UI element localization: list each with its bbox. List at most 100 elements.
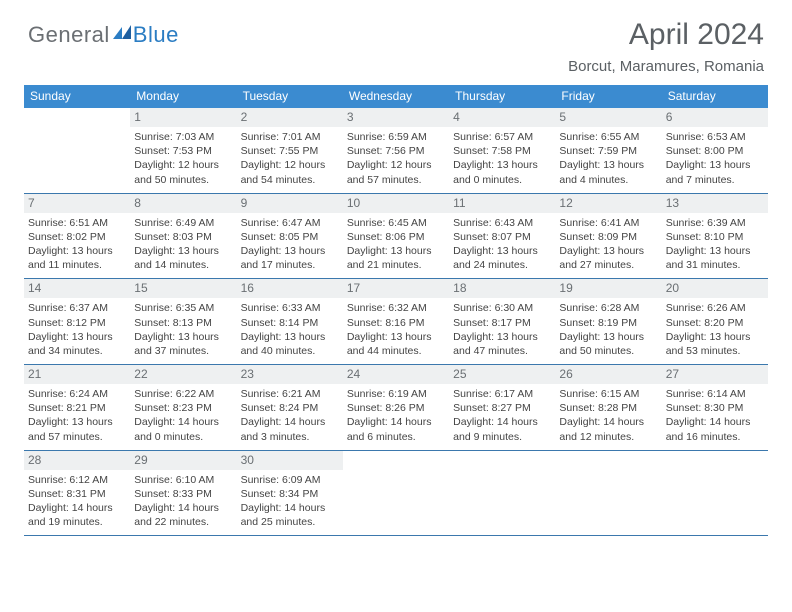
day-cell: 26Sunrise: 6:15 AMSunset: 8:28 PMDayligh… [555, 365, 661, 450]
sunrise-line: Sunrise: 6:47 AM [241, 216, 339, 230]
sunrise-line: Sunrise: 6:12 AM [28, 473, 126, 487]
weekday-label: Thursday [449, 85, 555, 108]
daylight-line: Daylight: 13 hours and 37 minutes. [134, 330, 232, 358]
sunrise-line: Sunrise: 7:01 AM [241, 130, 339, 144]
day-number: 22 [130, 365, 236, 384]
logo-text-blue: Blue [133, 22, 179, 48]
sunset-line: Sunset: 8:28 PM [559, 401, 657, 415]
daylight-line: Daylight: 12 hours and 57 minutes. [347, 158, 445, 186]
day-number: 8 [130, 194, 236, 213]
sunset-line: Sunset: 8:31 PM [28, 487, 126, 501]
sunrise-line: Sunrise: 6:41 AM [559, 216, 657, 230]
daylight-line: Daylight: 14 hours and 25 minutes. [241, 501, 339, 529]
sunset-line: Sunset: 8:17 PM [453, 316, 551, 330]
weekday-label: Sunday [24, 85, 130, 108]
day-cell: 18Sunrise: 6:30 AMSunset: 8:17 PMDayligh… [449, 279, 555, 364]
weekday-label: Friday [555, 85, 661, 108]
sunrise-line: Sunrise: 6:22 AM [134, 387, 232, 401]
day-number: 27 [662, 365, 768, 384]
daylight-line: Daylight: 14 hours and 19 minutes. [28, 501, 126, 529]
day-cell: . [24, 108, 130, 193]
day-cell: 4Sunrise: 6:57 AMSunset: 7:58 PMDaylight… [449, 108, 555, 193]
day-number: 7 [24, 194, 130, 213]
location: Borcut, Maramures, Romania [568, 58, 764, 75]
day-number: 3 [343, 108, 449, 127]
day-cell: 10Sunrise: 6:45 AMSunset: 8:06 PMDayligh… [343, 194, 449, 279]
day-cell: . [555, 451, 661, 536]
daylight-line: Daylight: 13 hours and 7 minutes. [666, 158, 764, 186]
day-cell: 13Sunrise: 6:39 AMSunset: 8:10 PMDayligh… [662, 194, 768, 279]
day-cell: 21Sunrise: 6:24 AMSunset: 8:21 PMDayligh… [24, 365, 130, 450]
daylight-line: Daylight: 13 hours and 53 minutes. [666, 330, 764, 358]
sunset-line: Sunset: 7:58 PM [453, 144, 551, 158]
sunrise-line: Sunrise: 6:09 AM [241, 473, 339, 487]
day-cell: 7 Sunrise: 6:51 AMSunset: 8:02 PMDaylight… [24, 194, 130, 279]
sunrise-line: Sunrise: 6:55 AM [559, 130, 657, 144]
day-cell: 15Sunrise: 6:35 AMSunset: 8:13 PMDayligh… [130, 279, 236, 364]
daylight-line: Daylight: 13 hours and 44 minutes. [347, 330, 445, 358]
day-number: 11 [449, 194, 555, 213]
day-cell: 6Sunrise: 6:53 AMSunset: 8:00 PMDaylight… [662, 108, 768, 193]
sunrise-line: Sunrise: 6:14 AM [666, 387, 764, 401]
sunrise-line: Sunrise: 6:33 AM [241, 301, 339, 315]
sunset-line: Sunset: 8:07 PM [453, 230, 551, 244]
sunrise-line: Sunrise: 6:57 AM [453, 130, 551, 144]
day-cell: 14Sunrise: 6:37 AMSunset: 8:12 PMDayligh… [24, 279, 130, 364]
sunset-line: Sunset: 8:00 PM [666, 144, 764, 158]
daylight-line: Daylight: 13 hours and 27 minutes. [559, 244, 657, 272]
daylight-line: Daylight: 12 hours and 54 minutes. [241, 158, 339, 186]
daylight-line: Daylight: 13 hours and 17 minutes. [241, 244, 339, 272]
daylight-line: Daylight: 14 hours and 22 minutes. [134, 501, 232, 529]
week-row: 28Sunrise: 6:12 AMSunset: 8:31 PMDayligh… [24, 451, 768, 537]
day-cell: 2Sunrise: 7:01 AMSunset: 7:55 PMDaylight… [237, 108, 343, 193]
sunset-line: Sunset: 8:06 PM [347, 230, 445, 244]
day-cell: 20Sunrise: 6:26 AMSunset: 8:20 PMDayligh… [662, 279, 768, 364]
logo-text-general: General [28, 22, 110, 48]
daylight-line: Daylight: 14 hours and 16 minutes. [666, 415, 764, 443]
sunrise-line: Sunrise: 6:45 AM [347, 216, 445, 230]
daylight-line: Daylight: 14 hours and 3 minutes. [241, 415, 339, 443]
day-number: 20 [662, 279, 768, 298]
day-cell: 25Sunrise: 6:17 AMSunset: 8:27 PMDayligh… [449, 365, 555, 450]
daylight-line: Daylight: 13 hours and 11 minutes. [28, 244, 126, 272]
sunrise-line: Sunrise: 6:17 AM [453, 387, 551, 401]
daylight-line: Daylight: 13 hours and 47 minutes. [453, 330, 551, 358]
day-number: 6 [662, 108, 768, 127]
daylight-line: Daylight: 13 hours and 24 minutes. [453, 244, 551, 272]
day-number: 26 [555, 365, 661, 384]
day-cell: 24Sunrise: 6:19 AMSunset: 8:26 PMDayligh… [343, 365, 449, 450]
sunset-line: Sunset: 8:09 PM [559, 230, 657, 244]
sunrise-line: Sunrise: 6:21 AM [241, 387, 339, 401]
week-row: 14Sunrise: 6:37 AMSunset: 8:12 PMDayligh… [24, 279, 768, 365]
day-cell: 1Sunrise: 7:03 AMSunset: 7:53 PMDaylight… [130, 108, 236, 193]
sunrise-line: Sunrise: 6:26 AM [666, 301, 764, 315]
day-number: 12 [555, 194, 661, 213]
sunset-line: Sunset: 8:02 PM [28, 230, 126, 244]
sunrise-line: Sunrise: 6:28 AM [559, 301, 657, 315]
day-cell: 9Sunrise: 6:47 AMSunset: 8:05 PMDaylight… [237, 194, 343, 279]
day-cell: 23Sunrise: 6:21 AMSunset: 8:24 PMDayligh… [237, 365, 343, 450]
sunrise-line: Sunrise: 6:59 AM [347, 130, 445, 144]
sunrise-line: Sunrise: 6:51 AM [28, 216, 126, 230]
day-cell: 30Sunrise: 6:09 AMSunset: 8:34 PMDayligh… [237, 451, 343, 536]
day-number: 15 [130, 279, 236, 298]
sunset-line: Sunset: 8:23 PM [134, 401, 232, 415]
sunrise-line: Sunrise: 6:49 AM [134, 216, 232, 230]
day-number: 18 [449, 279, 555, 298]
day-cell: 19Sunrise: 6:28 AMSunset: 8:19 PMDayligh… [555, 279, 661, 364]
weekday-label: Tuesday [237, 85, 343, 108]
sunset-line: Sunset: 8:05 PM [241, 230, 339, 244]
sunset-line: Sunset: 8:34 PM [241, 487, 339, 501]
sunset-line: Sunset: 7:53 PM [134, 144, 232, 158]
day-number: 2 [237, 108, 343, 127]
day-number: 14 [24, 279, 130, 298]
daylight-line: Daylight: 13 hours and 34 minutes. [28, 330, 126, 358]
sunset-line: Sunset: 8:30 PM [666, 401, 764, 415]
day-cell: 27 Sunrise: 6:14 AMSunset: 8:30 PMDayligh… [662, 365, 768, 450]
day-cell: 3Sunrise: 6:59 AMSunset: 7:56 PMDaylight… [343, 108, 449, 193]
sunrise-line: Sunrise: 6:15 AM [559, 387, 657, 401]
day-number: 1 [130, 108, 236, 127]
sunset-line: Sunset: 8:14 PM [241, 316, 339, 330]
day-cell: 11Sunrise: 6:43 AMSunset: 8:07 PMDayligh… [449, 194, 555, 279]
calendar: SundayMondayTuesdayWednesdayThursdayFrid… [24, 85, 768, 536]
